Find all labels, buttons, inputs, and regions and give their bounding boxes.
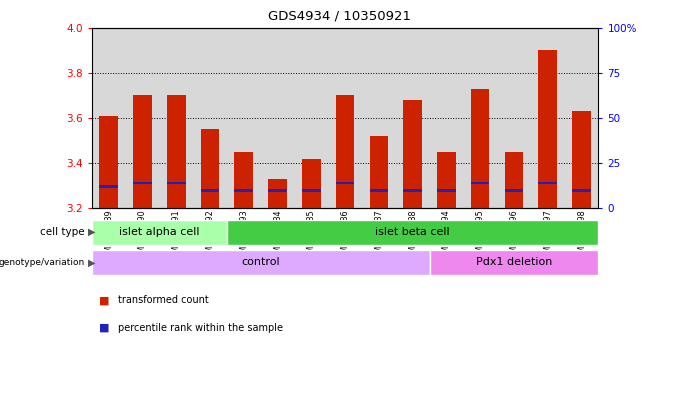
Bar — [471, 88, 490, 208]
Text: ▶: ▶ — [88, 257, 96, 268]
Bar — [302, 159, 320, 208]
Bar — [133, 95, 152, 208]
Text: control: control — [241, 257, 280, 267]
Text: ▶: ▶ — [88, 227, 96, 237]
Bar — [505, 189, 523, 191]
Bar — [92, 220, 227, 245]
Bar — [269, 179, 287, 208]
Bar — [201, 129, 219, 208]
Bar — [201, 189, 219, 191]
Bar — [336, 95, 354, 208]
Bar — [167, 95, 186, 208]
Text: transformed count: transformed count — [118, 295, 208, 305]
Text: ■: ■ — [99, 295, 109, 305]
Bar — [269, 189, 287, 191]
Text: ■: ■ — [99, 323, 109, 333]
Text: islet beta cell: islet beta cell — [375, 227, 450, 237]
Bar — [99, 116, 118, 208]
Text: GDS4934 / 10350921: GDS4934 / 10350921 — [269, 10, 411, 23]
Bar — [539, 50, 557, 208]
Bar — [430, 250, 598, 275]
Bar — [437, 189, 456, 191]
Bar — [403, 189, 422, 191]
Bar — [370, 136, 388, 208]
Bar — [133, 182, 152, 184]
Text: Pdx1 deletion: Pdx1 deletion — [476, 257, 552, 267]
Bar — [227, 220, 598, 245]
Bar — [235, 152, 253, 208]
Bar — [235, 189, 253, 191]
Text: genotype/variation: genotype/variation — [0, 258, 85, 267]
Bar — [99, 185, 118, 188]
Bar — [370, 189, 388, 191]
Bar — [336, 182, 354, 184]
Bar — [539, 182, 557, 184]
Bar — [302, 189, 320, 191]
Bar — [403, 100, 422, 208]
Text: islet alpha cell: islet alpha cell — [119, 227, 200, 237]
Bar — [573, 111, 591, 208]
Bar — [437, 152, 456, 208]
Bar — [92, 250, 430, 275]
Bar — [573, 189, 591, 191]
Bar — [505, 152, 523, 208]
Bar — [167, 182, 186, 184]
Text: cell type: cell type — [40, 227, 85, 237]
Text: percentile rank within the sample: percentile rank within the sample — [118, 323, 283, 333]
Bar — [471, 182, 490, 184]
